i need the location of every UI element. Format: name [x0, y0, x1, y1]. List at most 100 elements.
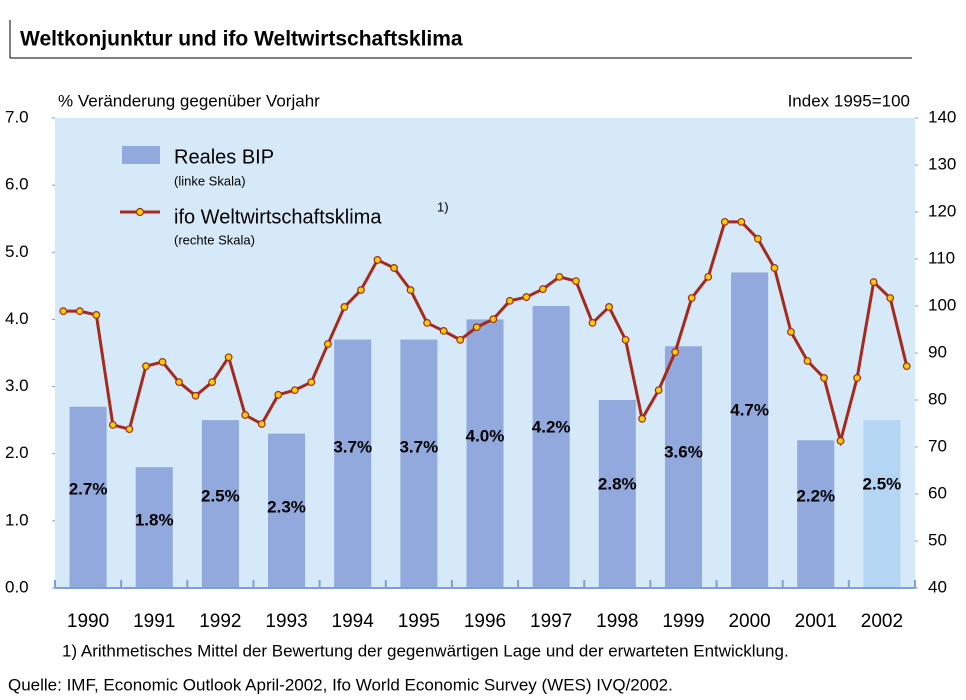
line-marker — [886, 294, 895, 302]
line-marker — [290, 386, 299, 395]
x-tick-label: 1990 — [67, 611, 109, 632]
line-marker — [621, 335, 630, 344]
bar — [69, 406, 107, 588]
line-marker — [836, 436, 845, 445]
y2-tick-label: 80 — [928, 389, 947, 408]
line-marker — [803, 357, 812, 365]
x-tick-label: 1999 — [662, 611, 704, 632]
line-marker — [522, 293, 531, 301]
y2-tick-label: 130 — [928, 154, 956, 173]
line-marker — [439, 327, 448, 335]
bar-value-label: 2.5% — [863, 474, 902, 493]
x-tick-label: 1994 — [332, 611, 375, 632]
line-marker — [323, 340, 332, 348]
bar-value-label: 4.2% — [532, 417, 571, 436]
y-tick-label: 2.0 — [5, 443, 29, 462]
legend: Reales BIP (linke Skala) ifo Weltwirtsch… — [120, 146, 449, 247]
y-tick-label: 1.0 — [5, 510, 29, 529]
x-tick-label: 1993 — [265, 611, 307, 632]
y2-tick-label: 50 — [928, 530, 947, 549]
bar — [532, 306, 570, 588]
line-marker — [158, 358, 167, 366]
y2-tick-label: 40 — [928, 577, 947, 596]
legend-label: ifo Weltwirtschaftsklima — [174, 206, 382, 228]
line-marker — [125, 425, 134, 434]
line-marker — [472, 323, 481, 332]
line-marker — [92, 311, 101, 319]
y2-tick-label: 70 — [928, 436, 947, 455]
y2-tick-label: 90 — [928, 342, 947, 361]
legend-note: (rechte Skala) — [174, 232, 255, 247]
y2-tick-label: 60 — [928, 483, 947, 502]
footnote: 1) Arithmetisches Mittel der Bewertung d… — [62, 641, 789, 660]
y2-tick-label: 110 — [928, 248, 955, 267]
line-marker — [456, 335, 465, 344]
line-marker — [191, 391, 200, 400]
x-tick-label: 2000 — [728, 611, 770, 632]
bar-value-label: 4.7% — [730, 400, 769, 419]
bar-value-label: 3.7% — [399, 437, 438, 456]
line-marker — [257, 420, 266, 428]
x-tick-label: 1995 — [398, 611, 440, 632]
source: Quelle: IMF, Economic Outlook April-2002… — [8, 675, 673, 694]
line-marker — [59, 307, 68, 316]
x-tick-label: 1991 — [133, 611, 175, 632]
line-marker — [274, 390, 283, 399]
line-marker — [605, 303, 613, 311]
bar — [466, 319, 504, 588]
bar-value-label: 3.7% — [333, 437, 372, 456]
line-marker — [505, 296, 514, 305]
line-marker — [224, 353, 233, 362]
y-tick-label: 7.0 — [5, 107, 29, 126]
line-marker — [538, 285, 547, 293]
bar-value-label: 2.3% — [267, 497, 306, 516]
line-marker — [753, 234, 762, 243]
line — [63, 220, 909, 447]
bar-value-label: 3.6% — [664, 442, 703, 461]
line-marker — [737, 217, 746, 226]
y-tick-label: 0.0 — [5, 577, 29, 596]
bar — [731, 272, 769, 588]
line-marker — [820, 374, 828, 382]
bar — [201, 420, 239, 588]
bar — [334, 339, 372, 588]
chart-title: Weltkonjunktur und ifo Weltwirtschaftskl… — [20, 28, 463, 51]
line-marker — [489, 315, 498, 324]
y2-tick-label: 100 — [928, 295, 956, 314]
line-marker — [208, 378, 217, 387]
line-marker — [142, 362, 150, 371]
legend-swatch — [135, 207, 145, 217]
bar-value-label: 4.0% — [466, 426, 505, 445]
bar — [400, 339, 438, 588]
line-marker — [175, 378, 183, 387]
x-tick-label: 1996 — [464, 611, 506, 632]
x-tick-label: 1997 — [530, 611, 572, 632]
legend-swatch — [122, 146, 160, 164]
line-marker — [373, 256, 382, 264]
line-marker — [869, 278, 878, 286]
y2-tick-label: 120 — [928, 201, 956, 220]
line-marker — [720, 217, 729, 226]
line-marker — [307, 378, 316, 387]
bar — [863, 420, 901, 588]
y-tick-label: 5.0 — [5, 242, 29, 261]
line-marker — [687, 294, 696, 302]
line-marker — [638, 414, 647, 423]
y-tick-label: 3.0 — [5, 376, 29, 395]
x-tick-label: 2002 — [861, 611, 903, 632]
line-marker — [770, 264, 779, 272]
bar-value-label: 1.8% — [135, 510, 174, 529]
x-tick-label: 1998 — [596, 611, 638, 632]
line-marker — [357, 286, 365, 294]
line-marker — [588, 319, 597, 327]
x-tick-label: 2001 — [795, 611, 837, 632]
y2-tick-label: 140 — [928, 107, 956, 126]
bar — [598, 400, 636, 588]
line-marker — [340, 303, 349, 311]
bar-value-label: 2.2% — [796, 486, 835, 505]
line-marker — [75, 307, 84, 316]
line-marker — [787, 327, 795, 336]
y-tick-label: 4.0 — [5, 309, 29, 328]
bar — [268, 433, 306, 588]
